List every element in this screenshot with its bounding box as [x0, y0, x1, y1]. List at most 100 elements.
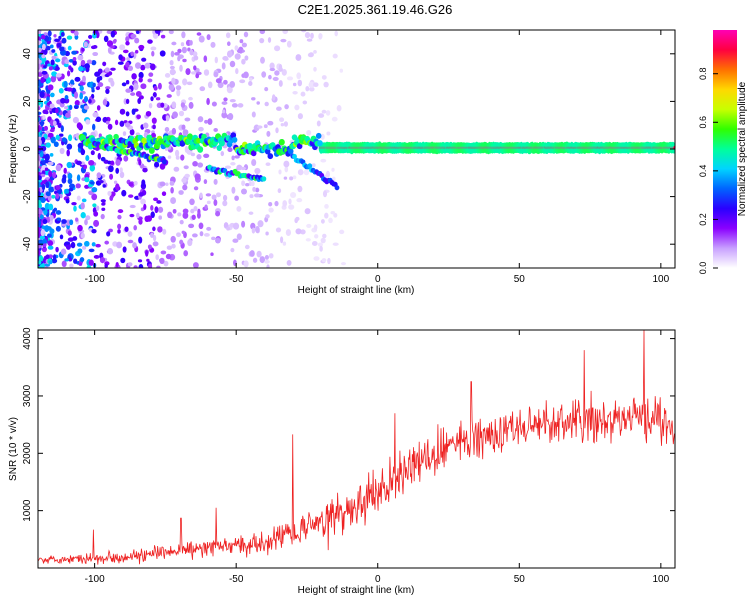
- spectral-blob: [113, 38, 117, 43]
- snr-ytick-label: 2000: [22, 442, 33, 465]
- spectral-blob: [60, 125, 64, 133]
- spectral-blob: [325, 170, 330, 178]
- spectral-blob: [38, 111, 42, 115]
- spectral-blob: [216, 145, 223, 151]
- spectral-blob: [150, 96, 154, 102]
- spectral-blob: [59, 193, 63, 199]
- spectral-blob: [124, 122, 131, 128]
- spectral-blob: [236, 233, 242, 241]
- spectral-blob: [152, 226, 156, 232]
- spectral-blob: [286, 76, 294, 81]
- spectral-blob: [38, 30, 42, 35]
- spectral-blob: [147, 78, 153, 83]
- spectral-blob: [187, 133, 193, 140]
- spectral-blob: [165, 253, 172, 260]
- snr-line: [38, 330, 675, 565]
- spectral-blob: [110, 80, 115, 87]
- spectral-blob: [215, 237, 221, 244]
- spectral-blob: [275, 127, 279, 134]
- spectral-blob: [100, 199, 106, 203]
- spectral-blob: [89, 164, 96, 172]
- spectral-blob: [146, 134, 153, 141]
- spectral-blob: [123, 155, 129, 162]
- spectral-blob: [294, 104, 300, 111]
- spectral-blob: [61, 260, 67, 268]
- spectral-blob: [289, 176, 294, 181]
- spectral-blob: [85, 155, 90, 162]
- spectral-blob: [164, 72, 171, 78]
- spectral-blob: [181, 177, 187, 183]
- spectral-blob: [332, 242, 339, 246]
- spectral-blob: [211, 236, 216, 241]
- spectral-blob: [148, 72, 154, 77]
- spectral-blob: [91, 242, 96, 247]
- spectral-blob: [81, 198, 87, 203]
- spectral-blob: [292, 175, 297, 180]
- spectral-blob: [76, 195, 81, 201]
- spectral-blob: [283, 160, 290, 168]
- spectral-blob: [305, 238, 311, 242]
- spectral-blob: [221, 111, 228, 119]
- spectral-blob: [50, 75, 57, 83]
- spectral-blob: [46, 233, 52, 238]
- spectral-blob: [177, 212, 182, 217]
- spectral-blob: [241, 42, 248, 48]
- spectrogram-heatmap: [38, 30, 675, 268]
- spectral-blob: [168, 83, 175, 91]
- spectral-blob: [325, 110, 331, 116]
- spectral-blob: [132, 242, 137, 249]
- spectral-blob: [179, 219, 184, 225]
- spectral-blob: [79, 257, 85, 263]
- spectral-blob: [70, 241, 76, 249]
- spectral-blob: [171, 41, 177, 46]
- spectral-blob: [115, 261, 119, 268]
- spectral-blob: [40, 229, 46, 237]
- spectral-blob: [296, 197, 303, 203]
- spectral-blob: [125, 98, 130, 105]
- spectral-blob: [251, 97, 256, 101]
- spectral-blob: [92, 112, 99, 118]
- spectral-blob: [285, 229, 292, 237]
- spectral-blob: [95, 86, 101, 91]
- spectral-blob: [104, 240, 110, 245]
- spectral-blob: [264, 254, 269, 260]
- snr-frame: [37, 329, 676, 569]
- spectral-blob: [142, 122, 149, 129]
- spectral-blob: [306, 223, 312, 228]
- spectral-blob: [97, 82, 104, 88]
- spectral-blob: [118, 54, 123, 61]
- spectral-blob: [251, 180, 255, 187]
- spectral-blob: [196, 212, 201, 219]
- colorbar-tick-label: 0.8: [698, 67, 708, 80]
- spectral-blob: [168, 30, 174, 35]
- spectral-blob: [55, 225, 61, 232]
- spectral-blob: [305, 85, 310, 92]
- spectral-blob: [55, 210, 62, 215]
- spectral-blob: [43, 125, 48, 131]
- spectral-blob: [171, 101, 177, 109]
- spectral-blob: [117, 214, 122, 220]
- spectral-blob: [74, 34, 79, 40]
- spectral-blob: [252, 186, 256, 192]
- spectral-blob: [126, 57, 130, 61]
- spectral-blob: [161, 191, 167, 197]
- spectral-blob: [225, 32, 231, 39]
- spectral-blob: [73, 258, 78, 264]
- spectral-blob: [45, 191, 51, 197]
- spectral-blob: [39, 214, 44, 220]
- spectral-blob: [80, 232, 85, 239]
- spectral-blob: [88, 248, 95, 253]
- spectral-blob: [93, 211, 99, 217]
- spectral-blob: [40, 76, 45, 84]
- spectral-blob: [246, 142, 253, 150]
- spectral-blob: [268, 207, 274, 213]
- spectral-blob: [69, 183, 75, 189]
- spectral-blob: [41, 246, 47, 253]
- spectral-blob: [265, 214, 270, 219]
- spectral-blob: [170, 50, 175, 58]
- spectral-blob: [94, 71, 101, 77]
- spectral-blob: [199, 231, 204, 237]
- spectral-blob: [313, 82, 319, 88]
- spectral-blob: [56, 43, 62, 48]
- spectrogram-xtick-label: 50: [514, 274, 526, 285]
